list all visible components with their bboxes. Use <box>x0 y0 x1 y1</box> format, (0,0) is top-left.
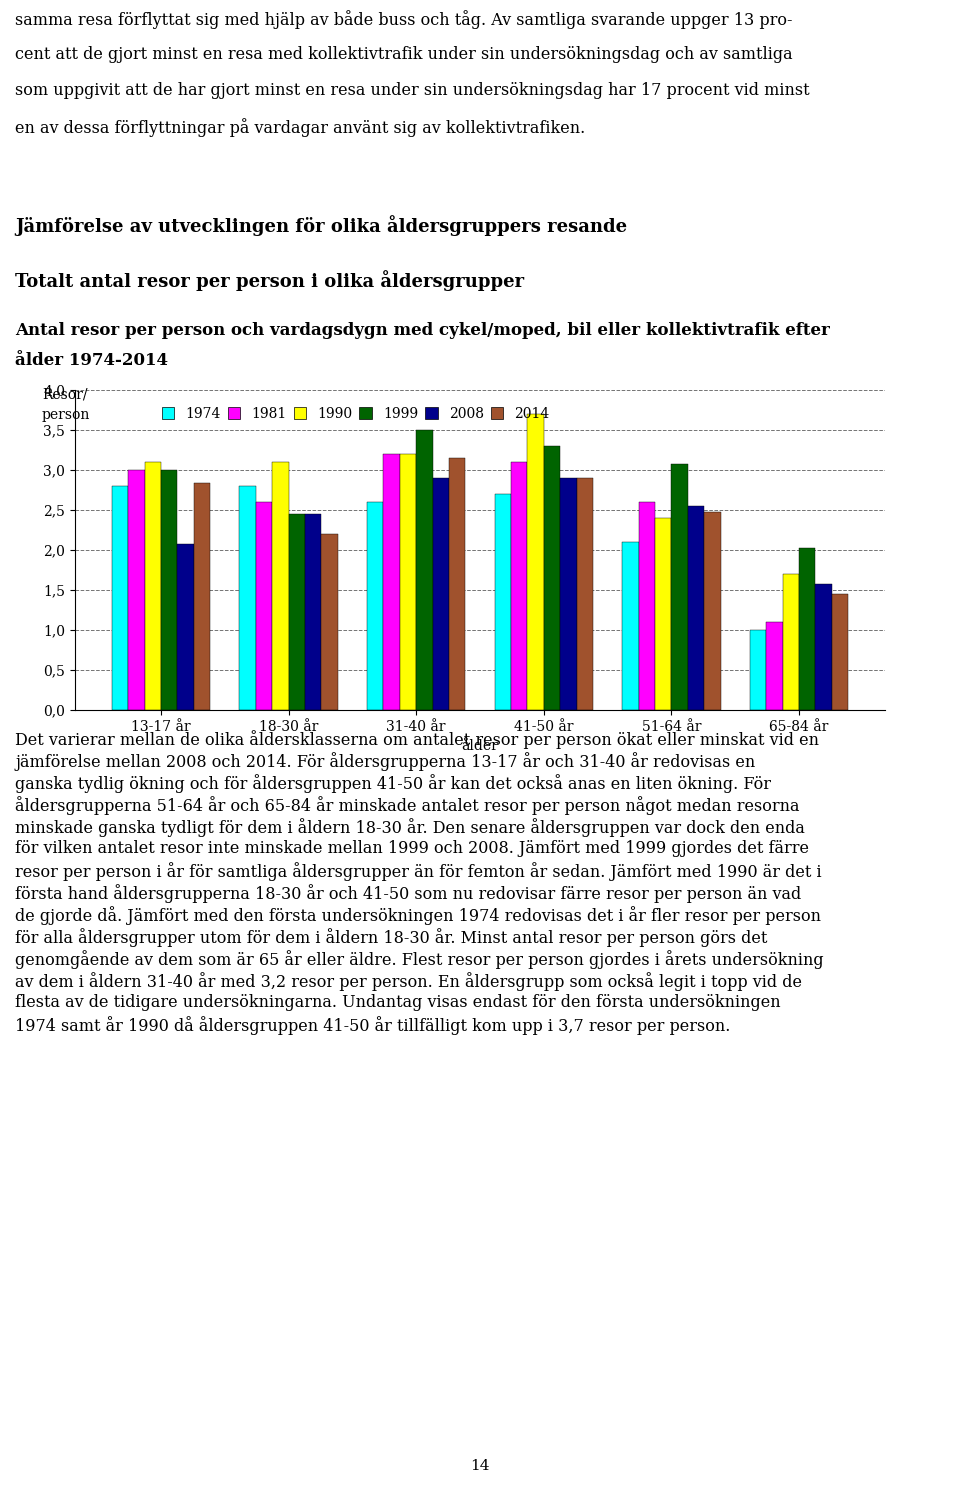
Bar <box>289 514 305 711</box>
Bar <box>255 502 273 711</box>
Bar <box>161 470 178 711</box>
Text: Resor/: Resor/ <box>42 388 87 402</box>
Text: Det varierar mellan de olika åldersklasserna om antalet resor per person ökat el: Det varierar mellan de olika åldersklass… <box>15 730 819 749</box>
X-axis label: ålder: ålder <box>462 739 498 754</box>
Text: för vilken antalet resor inte minskade mellan 1999 och 2008. Jämfört med 1999 gj: för vilken antalet resor inte minskade m… <box>15 841 809 857</box>
Bar <box>815 584 832 711</box>
Text: för alla åldersgrupper utom för dem i åldern 18-30 år. Minst antal resor per per: för alla åldersgrupper utom för dem i ål… <box>15 929 767 947</box>
Bar <box>577 478 593 711</box>
Bar <box>239 487 255 711</box>
Bar <box>766 623 782 711</box>
Text: person: person <box>42 408 90 423</box>
Text: cent att de gjort minst en resa med kollektivtrafik under sin undersökningsdag o: cent att de gjort minst en resa med koll… <box>15 46 793 63</box>
Text: Antal resor per person och vardagsdygn med cykel/moped, bil eller kollektivtrafi: Antal resor per person och vardagsdygn m… <box>15 322 829 339</box>
Text: av dem i åldern 31-40 år med 3,2 resor per person. En åldersgrupp som också legi: av dem i åldern 31-40 år med 3,2 resor p… <box>15 972 802 991</box>
Bar <box>305 514 322 711</box>
Text: 1974 samt år 1990 då åldersgruppen 41-50 år tillfälligt kom upp i 3,7 resor per : 1974 samt år 1990 då åldersgruppen 41-50… <box>15 1017 731 1035</box>
Text: åldersgrupperna 51-64 år och 65-84 år minskade antalet resor per person något me: åldersgrupperna 51-64 år och 65-84 år mi… <box>15 796 800 815</box>
Bar <box>367 502 383 711</box>
Text: ganska tydlig ökning och för åldersgruppen 41-50 år kan det också anas en liten : ganska tydlig ökning och för åldersgrupp… <box>15 773 771 793</box>
Text: en av dessa förflyttningar på vardagar använt sig av kollektivtrafiken.: en av dessa förflyttningar på vardagar a… <box>15 118 586 137</box>
Bar <box>511 461 527 711</box>
Text: genomgående av dem som är 65 år eller äldre. Flest resor per person gjordes i år: genomgående av dem som är 65 år eller äl… <box>15 950 824 969</box>
Bar <box>145 461 161 711</box>
Bar <box>273 461 289 711</box>
Text: första hand åldersgrupperna 18-30 år och 41-50 som nu redovisar färre resor per : första hand åldersgrupperna 18-30 år och… <box>15 884 802 903</box>
Legend: 1974, 1981, 1990, 1999, 2008, 2014: 1974, 1981, 1990, 1999, 2008, 2014 <box>162 408 549 421</box>
Bar <box>543 446 561 711</box>
Bar <box>178 543 194 711</box>
Bar <box>622 542 638 711</box>
Text: samma resa förflyttat sig med hjälp av både buss och tåg. Av samtliga svarande u: samma resa förflyttat sig med hjälp av b… <box>15 10 793 28</box>
Bar <box>399 454 417 711</box>
Bar <box>527 414 543 711</box>
Bar <box>383 454 399 711</box>
Bar <box>417 430 433 711</box>
Bar <box>128 470 145 711</box>
Bar <box>799 548 815 711</box>
Text: minskade ganska tydligt för dem i åldern 18-30 år. Den senare åldersgruppen var : minskade ganska tydligt för dem i åldern… <box>15 818 804 838</box>
Bar <box>494 494 511 711</box>
Bar <box>449 458 466 711</box>
Bar <box>687 506 705 711</box>
Text: jämförelse mellan 2008 och 2014. För åldersgrupperna 13-17 år och 31-40 år redov: jämförelse mellan 2008 och 2014. För åld… <box>15 752 756 770</box>
Bar <box>705 512 721 711</box>
Text: de gjorde då. Jämfört med den första undersökningen 1974 redovisas det i år fler: de gjorde då. Jämfört med den första und… <box>15 906 821 924</box>
Bar <box>194 482 210 711</box>
Bar <box>433 478 449 711</box>
Bar <box>782 573 799 711</box>
Bar <box>655 518 671 711</box>
Bar <box>671 464 687 711</box>
Bar <box>561 478 577 711</box>
Text: som uppgivit att de har gjort minst en resa under sin undersökningsdag har 17 pr: som uppgivit att de har gjort minst en r… <box>15 82 809 99</box>
Text: resor per person i år för samtliga åldersgrupper än för femton år sedan. Jämfört: resor per person i år för samtliga ålder… <box>15 861 822 881</box>
Text: Jämförelse av utvecklingen för olika åldersgruppers resande: Jämförelse av utvecklingen för olika åld… <box>15 215 627 236</box>
Text: ålder 1974-2014: ålder 1974-2014 <box>15 352 168 369</box>
Text: flesta av de tidigare undersökningarna. Undantag visas endast för den första und: flesta av de tidigare undersökningarna. … <box>15 994 780 1011</box>
Bar <box>638 502 655 711</box>
Bar <box>111 487 128 711</box>
Bar <box>750 630 766 711</box>
Text: 14: 14 <box>470 1459 490 1474</box>
Bar <box>832 594 849 711</box>
Bar <box>322 534 338 711</box>
Text: Totalt antal resor per person i olika åldersgrupper: Totalt antal resor per person i olika ål… <box>15 270 524 291</box>
